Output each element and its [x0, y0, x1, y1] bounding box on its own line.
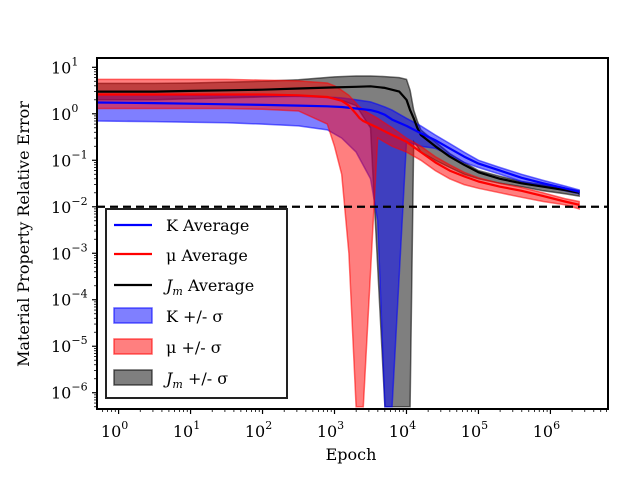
- y-tick-label-6: 10−5: [51, 334, 88, 356]
- legend-label-mu-average: μ Average: [166, 246, 248, 265]
- legend-label-jm-band: Jm +/- σ: [163, 369, 228, 391]
- x-tick-label-2: 102: [245, 419, 272, 441]
- x-tick-label-6: 106: [533, 419, 560, 441]
- y-axis-label: Material Property Relative Error: [14, 101, 33, 367]
- y-tick-label-4: 10−3: [51, 241, 88, 263]
- legend: K Average μ Average Jm Average K +/- σ μ…: [105, 208, 288, 399]
- legend-swatch-k-band: [113, 307, 153, 324]
- x-tick-label-3: 103: [317, 419, 344, 441]
- legend-swatch-jm-band: [113, 369, 153, 386]
- legend-swatch-mu-band: [113, 338, 153, 355]
- axes-frame: [96, 57, 609, 410]
- x-tick-label-5: 105: [461, 419, 488, 441]
- line-mu-average: [97, 93, 580, 206]
- legend-label-k-band: K +/- σ: [166, 307, 223, 326]
- y-tick-label-3: 10−2: [51, 195, 88, 217]
- y-tick-label-1: 100: [51, 102, 78, 124]
- tick-layer: 100 101 102 103 104 105 106 101 100 10−1 10−2 10−3 1…: [51, 55, 607, 441]
- y-tick-label-7: 10−6: [51, 381, 88, 403]
- legend-label-mu-band: μ +/- σ: [166, 338, 222, 357]
- x-tick-label-1: 101: [173, 419, 200, 441]
- line-jm-average: [97, 85, 580, 194]
- x-tick-label-4: 104: [389, 419, 416, 441]
- y-tick-label-2: 10−1: [51, 148, 88, 170]
- x-axis-label: Epoch: [326, 445, 377, 464]
- legend-frame: [105, 208, 288, 399]
- line-k-average: [97, 101, 580, 193]
- band-mu: [97, 78, 580, 408]
- legend-label-jm-average: Jm Average: [163, 276, 254, 298]
- x-tick-label-0: 100: [101, 419, 128, 441]
- y-tick-label-0: 101: [51, 55, 78, 77]
- data-layer: [97, 75, 608, 408]
- legend-label-k-average: K Average: [166, 216, 249, 235]
- y-tick-label-5: 10−4: [51, 288, 88, 310]
